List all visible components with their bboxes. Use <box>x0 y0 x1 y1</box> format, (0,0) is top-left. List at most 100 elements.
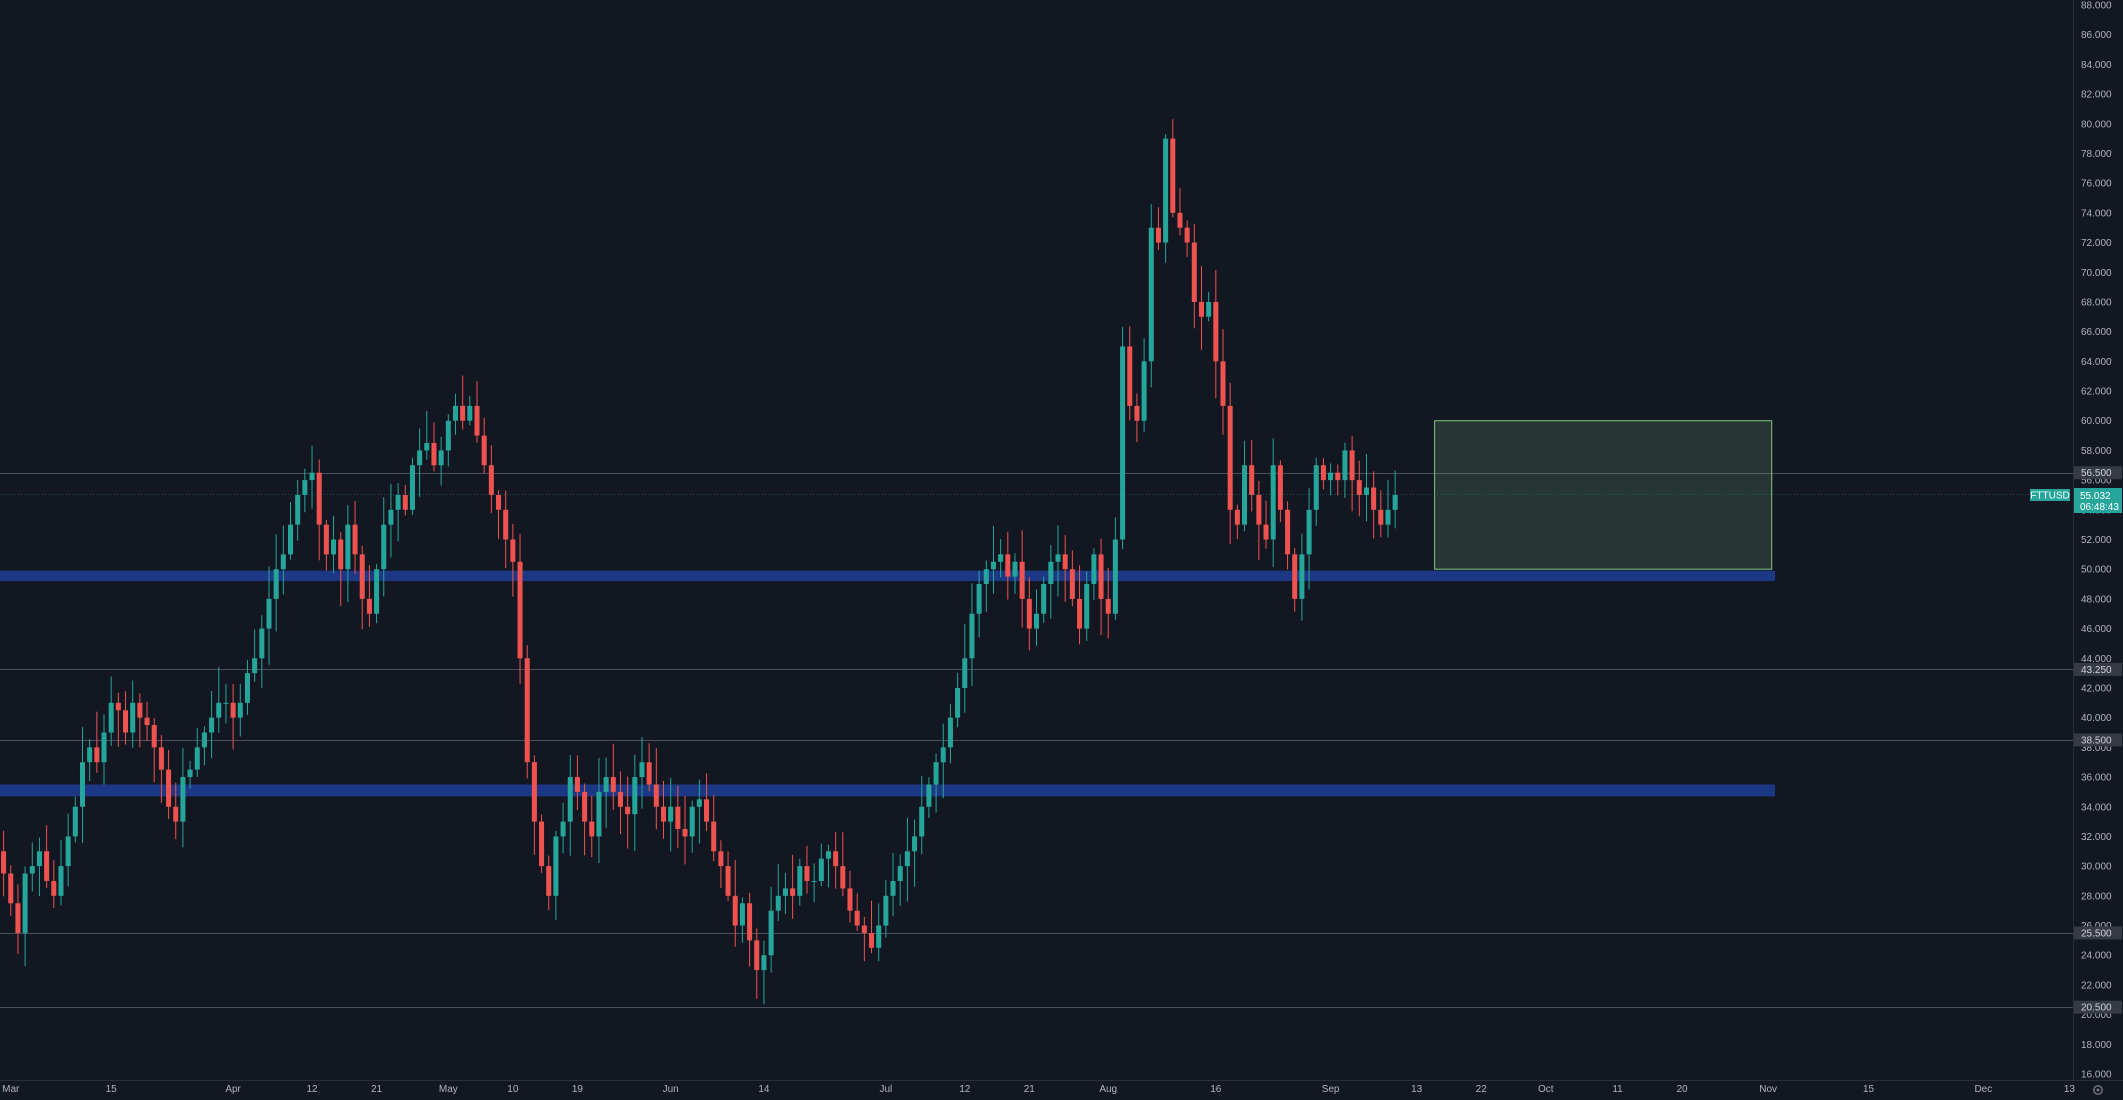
candle-body <box>44 851 50 881</box>
price-tick-label: 74.000 <box>2081 208 2112 219</box>
candle-body <box>1041 584 1047 614</box>
candle-body <box>1098 554 1104 599</box>
time-tick-label: Nov <box>1759 1084 1777 1095</box>
support-zones <box>0 570 1775 797</box>
candle-body <box>187 769 193 778</box>
symbol-label: FTTUSD <box>2030 491 2069 502</box>
candle-body <box>625 806 631 815</box>
price-tick-label: 86.000 <box>2081 30 2112 41</box>
price-tick-label: 52.000 <box>2081 535 2112 546</box>
candle-body <box>546 866 552 896</box>
candle-body <box>374 569 380 614</box>
candle-body <box>352 524 358 555</box>
time-tick-label: 12 <box>959 1084 971 1095</box>
candle-body <box>775 895 781 911</box>
time-axis[interactable]: Mar 15 Apr 12 21 May 10 19 Jun 14 Jul 12 21 Aug 16 Sep 1… <box>0 1080 2123 1096</box>
settings-icon[interactable] <box>2093 1085 2103 1095</box>
candle-body <box>201 732 207 748</box>
candle-body <box>94 747 100 763</box>
price-tick-label: 50.000 <box>2081 565 2112 576</box>
candle-body <box>1206 301 1212 317</box>
candle-body <box>675 806 681 830</box>
time-tick-label: 13 <box>2064 1084 2076 1095</box>
candle-body <box>811 880 817 882</box>
time-tick-label: 21 <box>1024 1084 1036 1095</box>
candle-body <box>1134 405 1140 421</box>
candle-body <box>331 539 337 555</box>
candle-body <box>739 903 745 926</box>
candle-body <box>79 762 86 807</box>
price-tick-label: 64.000 <box>2081 357 2112 368</box>
level-price-label: 25.500 <box>2081 928 2112 939</box>
candle-body <box>833 851 839 867</box>
candle-body <box>1392 494 1398 510</box>
candle-body <box>797 866 803 896</box>
level-price-tag <box>2074 733 2122 747</box>
candle-body <box>36 851 42 867</box>
candle-body <box>180 777 186 822</box>
candle-body <box>883 895 889 926</box>
candle-body <box>962 658 968 688</box>
candle-body <box>1198 301 1204 317</box>
candles <box>1 119 1398 1005</box>
candle-body <box>388 509 394 525</box>
last-price-tag-box <box>2074 488 2122 513</box>
level-price-label: 38.500 <box>2081 735 2112 746</box>
candle-body <box>574 777 580 792</box>
candle-body <box>338 539 344 570</box>
candle-body <box>696 799 702 807</box>
price-tick-label: 46.000 <box>2081 624 2112 635</box>
candle-body <box>818 858 824 881</box>
candle-body <box>567 777 573 822</box>
candle-body <box>1277 465 1283 510</box>
candle-body <box>560 821 566 837</box>
candle-body <box>460 405 466 421</box>
candle-body <box>8 873 14 904</box>
candle-body <box>589 821 595 837</box>
candle-body <box>754 940 760 971</box>
candle-body <box>280 554 286 570</box>
level-price-tag <box>2074 1000 2122 1014</box>
candle-body <box>381 524 387 570</box>
candle-body <box>639 762 645 778</box>
candle-body <box>983 569 989 585</box>
price-tick-label: 56.000 <box>2081 476 2112 487</box>
candle-body <box>1213 301 1219 362</box>
time-tick-label: 12 <box>306 1084 318 1095</box>
candle-body <box>29 866 35 874</box>
candle-body <box>144 717 150 726</box>
candle-body <box>969 613 975 659</box>
candle-body <box>395 494 401 510</box>
candle-body <box>173 806 179 822</box>
candle-body <box>1263 524 1269 540</box>
price-tick-label: 20.000 <box>2081 1010 2112 1021</box>
time-tick-label: 15 <box>106 1084 118 1095</box>
candle-body <box>610 777 616 792</box>
candle-body <box>438 450 444 466</box>
time-tick-label: Apr <box>225 1084 241 1095</box>
price-tick-label: 78.000 <box>2081 149 2112 160</box>
candle-body <box>496 494 502 510</box>
candle-body <box>668 806 674 822</box>
candle-body <box>22 873 28 933</box>
candle-body <box>596 791 602 837</box>
price-tick-label: 48.000 <box>2081 594 2112 605</box>
candle-body <box>115 702 121 711</box>
candle-body <box>101 732 107 763</box>
price-tick-label: 18.000 <box>2081 1040 2112 1051</box>
candle-body <box>1019 561 1025 599</box>
candle-body <box>926 784 932 807</box>
candle-body <box>782 888 788 896</box>
candle-body <box>897 866 903 881</box>
candle-body <box>912 836 918 852</box>
candle-body <box>1385 509 1391 525</box>
candle-body <box>1220 361 1226 406</box>
candle-body <box>854 910 860 926</box>
price-tick-label: 70.000 <box>2081 268 2112 279</box>
candle-body <box>1055 554 1061 562</box>
candle-body <box>259 628 265 659</box>
candle-body <box>287 524 294 555</box>
price-tick-label: 88.000 <box>2081 1 2112 12</box>
